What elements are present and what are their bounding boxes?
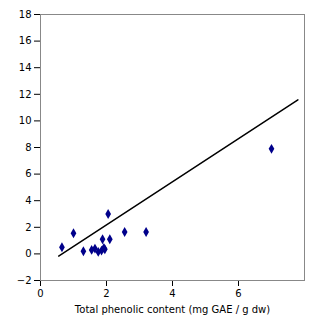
svg-text:10: 10 [19, 115, 32, 126]
svg-text:4: 4 [169, 288, 175, 299]
svg-text:2: 2 [103, 288, 109, 299]
svg-text:2: 2 [25, 222, 31, 233]
svg-text:6: 6 [25, 168, 31, 179]
svg-text:6: 6 [235, 288, 241, 299]
svg-text:18: 18 [19, 9, 32, 20]
svg-text:0: 0 [25, 248, 31, 259]
svg-text:4: 4 [25, 195, 31, 206]
svg-text:−2: −2 [17, 275, 32, 286]
svg-text:16: 16 [19, 35, 32, 46]
svg-text:0: 0 [37, 288, 43, 299]
svg-text:8: 8 [25, 142, 31, 153]
svg-text:Total phenolic content (mg GAE: Total phenolic content (mg GAE / g dw) [74, 304, 270, 315]
svg-text:12: 12 [19, 89, 32, 100]
svg-text:14: 14 [19, 62, 32, 73]
